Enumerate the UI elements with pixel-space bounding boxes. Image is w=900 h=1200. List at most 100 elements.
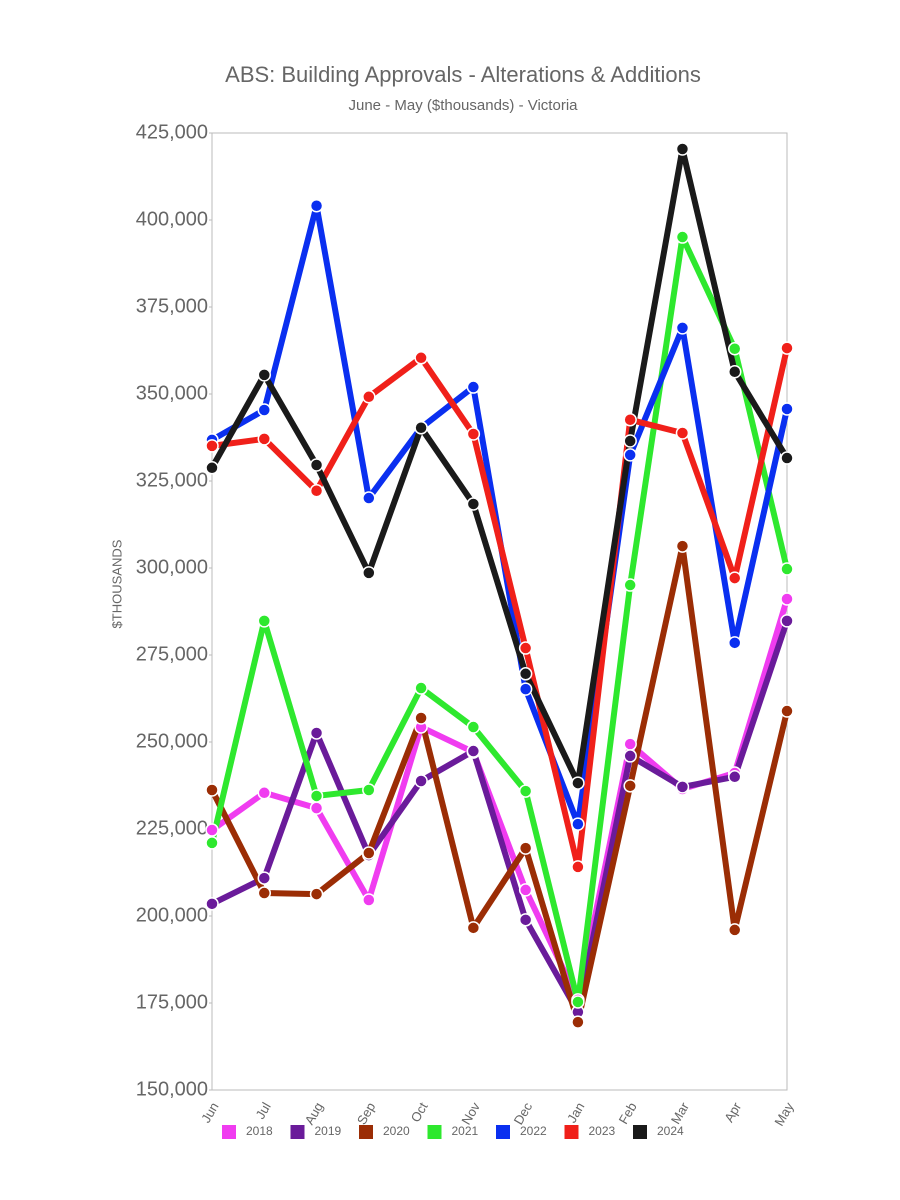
data-point	[518, 682, 533, 696]
data-point	[414, 774, 428, 788]
data-point	[780, 451, 794, 465]
chart-title: ABS: Building Approvals - Alterations & …	[225, 62, 701, 87]
plot-frame	[211, 132, 788, 1091]
data-point	[205, 461, 219, 475]
data-point	[780, 402, 794, 416]
legend-label: 2020	[383, 1124, 410, 1138]
series-line	[209, 146, 790, 787]
data-point	[414, 351, 428, 365]
legend-label: 2023	[589, 1124, 616, 1138]
x-tick-label: Apr	[721, 1099, 744, 1125]
data-point	[623, 779, 637, 793]
data-point	[727, 364, 742, 379]
x-tick-label: Sep	[354, 1100, 379, 1128]
legend-swatch	[222, 1125, 236, 1139]
data-point	[518, 641, 533, 655]
legend-swatch	[496, 1125, 510, 1139]
x-tick-label: May	[771, 1099, 797, 1128]
y-tick-label: 325,000	[136, 469, 208, 491]
y-axis-label: $THOUSANDS	[109, 539, 124, 628]
y-tick-label: 275,000	[136, 643, 208, 665]
data-point	[466, 720, 481, 734]
data-point	[257, 368, 272, 382]
data-point	[466, 380, 481, 394]
data-point	[571, 1015, 585, 1029]
y-tick-label: 200,000	[136, 904, 208, 926]
data-point	[362, 491, 376, 505]
series-line	[209, 543, 790, 1026]
x-tick-label: Jun	[198, 1100, 221, 1126]
data-point	[571, 776, 585, 790]
data-point	[518, 913, 533, 927]
legend-label: 2021	[452, 1124, 479, 1138]
data-point	[414, 421, 428, 435]
data-point	[414, 711, 428, 725]
data-point	[466, 744, 481, 758]
data-point	[675, 539, 690, 553]
data-point	[205, 897, 219, 911]
data-point	[780, 704, 794, 718]
data-point	[780, 592, 794, 606]
data-point	[780, 341, 794, 355]
x-tick-label: Jul	[253, 1100, 274, 1122]
data-point	[205, 823, 219, 837]
data-point	[518, 841, 533, 855]
data-point	[362, 390, 376, 404]
y-tick-label: 350,000	[136, 382, 208, 404]
data-point	[466, 497, 481, 511]
legend-swatch	[564, 1125, 579, 1139]
data-point	[675, 426, 690, 440]
legend-swatch	[290, 1125, 305, 1139]
data-point	[727, 923, 742, 937]
x-tick-label: Dec	[511, 1099, 536, 1127]
data-point	[571, 860, 585, 874]
data-point	[623, 448, 637, 462]
data-point	[309, 483, 324, 498]
data-point	[362, 846, 376, 860]
data-point	[623, 737, 637, 751]
data-point	[623, 434, 637, 448]
data-point	[727, 342, 742, 356]
data-point	[257, 614, 272, 628]
data-point	[623, 578, 637, 592]
y-tick-label: 400,000	[136, 208, 208, 230]
data-point	[675, 321, 690, 335]
data-point	[727, 636, 742, 650]
data-point	[727, 571, 742, 585]
data-point	[623, 413, 637, 427]
data-point	[257, 871, 272, 885]
x-tick-label: Oct	[408, 1099, 431, 1124]
data-point	[309, 458, 324, 472]
y-tick-label: 425,000	[136, 121, 208, 143]
x-tick-label: Mar	[668, 1099, 693, 1126]
data-point	[257, 432, 272, 446]
chart-subtitle: June - May ($thousands) - Victoria	[349, 97, 579, 114]
data-point	[205, 439, 219, 453]
data-point	[571, 817, 585, 831]
data-point	[309, 801, 324, 815]
data-point	[466, 427, 481, 441]
data-point	[571, 995, 585, 1009]
y-tick-label: 250,000	[136, 730, 208, 752]
data-point	[518, 667, 533, 681]
y-tick-label: 150,000	[136, 1078, 208, 1100]
data-point	[466, 921, 481, 935]
legend-label: 2019	[315, 1124, 342, 1138]
y-tick-label: 225,000	[136, 817, 208, 839]
data-point	[309, 726, 324, 740]
data-point	[309, 789, 324, 803]
data-point	[257, 786, 272, 800]
data-point	[309, 198, 324, 213]
y-tick-label: 375,000	[136, 295, 208, 317]
data-point	[623, 749, 637, 763]
legend-label: 2022	[520, 1124, 547, 1138]
x-tick-label: Aug	[302, 1100, 327, 1128]
x-tick-label: Jan	[564, 1100, 587, 1126]
data-point	[362, 566, 376, 580]
legend-swatch	[633, 1125, 647, 1139]
data-point	[205, 783, 219, 797]
data-point	[362, 783, 376, 797]
x-tick-label: Nov	[458, 1099, 483, 1127]
data-point	[257, 403, 272, 417]
